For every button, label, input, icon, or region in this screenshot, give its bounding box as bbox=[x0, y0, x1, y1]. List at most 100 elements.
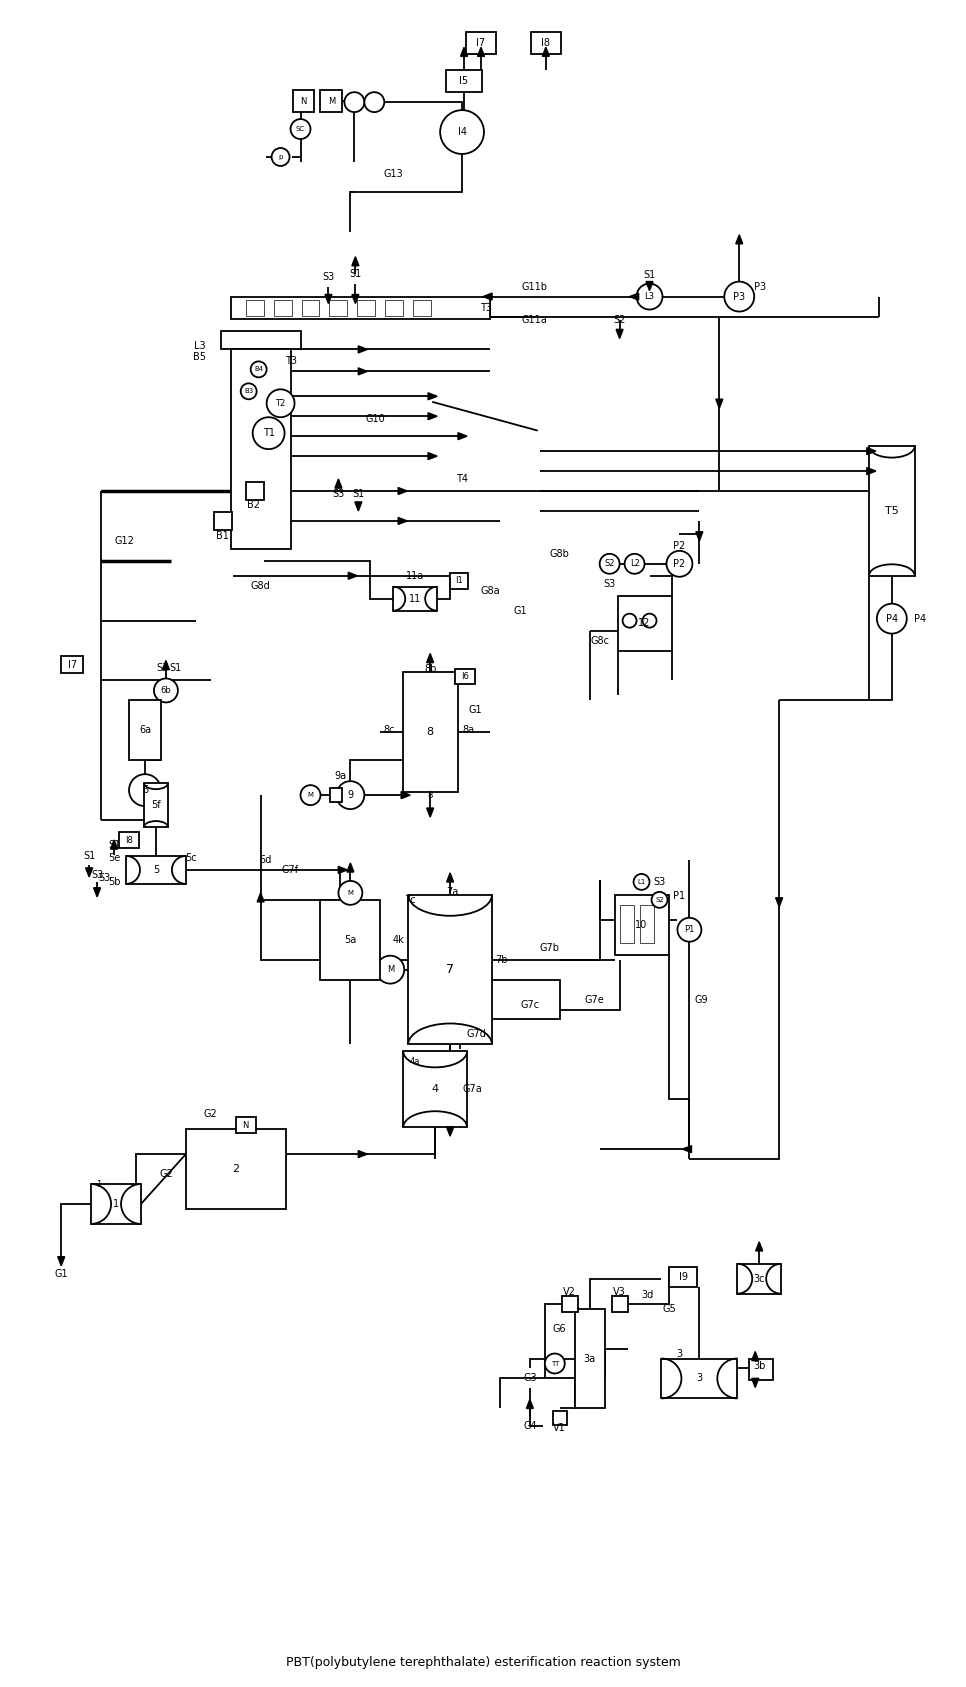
Polygon shape bbox=[446, 1127, 454, 1135]
Bar bbox=[393, 587, 438, 611]
Text: S1: S1 bbox=[83, 850, 96, 860]
Circle shape bbox=[637, 283, 663, 309]
Polygon shape bbox=[867, 467, 876, 474]
Text: T1: T1 bbox=[263, 428, 274, 439]
Polygon shape bbox=[427, 808, 434, 817]
Text: G7b: G7b bbox=[540, 943, 560, 953]
Text: G1: G1 bbox=[469, 705, 482, 715]
Bar bbox=[321, 899, 381, 980]
Bar bbox=[144, 783, 168, 827]
Polygon shape bbox=[446, 872, 454, 882]
Bar bbox=[126, 855, 185, 884]
Circle shape bbox=[677, 918, 701, 941]
Circle shape bbox=[291, 120, 310, 138]
Bar bbox=[329, 300, 348, 315]
Text: S2: S2 bbox=[605, 560, 615, 569]
Polygon shape bbox=[427, 653, 434, 663]
Text: S3: S3 bbox=[156, 663, 169, 673]
Polygon shape bbox=[398, 518, 408, 525]
Text: B2: B2 bbox=[247, 499, 260, 509]
Text: 5: 5 bbox=[153, 865, 159, 876]
Text: I7: I7 bbox=[476, 39, 486, 49]
Bar bbox=[450, 574, 469, 589]
Bar bbox=[357, 300, 376, 315]
Circle shape bbox=[545, 1353, 565, 1373]
Polygon shape bbox=[630, 294, 639, 300]
Polygon shape bbox=[335, 479, 342, 488]
Text: 5e: 5e bbox=[108, 854, 120, 864]
Polygon shape bbox=[162, 661, 169, 670]
Bar bbox=[330, 788, 342, 801]
Bar bbox=[750, 1358, 773, 1380]
Circle shape bbox=[300, 784, 321, 805]
Polygon shape bbox=[752, 1378, 758, 1387]
Polygon shape bbox=[86, 867, 93, 877]
Polygon shape bbox=[358, 368, 367, 375]
Text: L1: L1 bbox=[638, 879, 645, 886]
Circle shape bbox=[600, 553, 619, 574]
Polygon shape bbox=[461, 47, 468, 56]
Polygon shape bbox=[58, 1257, 65, 1265]
Text: G1: G1 bbox=[54, 1269, 68, 1279]
Bar bbox=[293, 89, 315, 111]
Text: I8: I8 bbox=[125, 835, 133, 845]
Text: 10: 10 bbox=[636, 919, 647, 930]
Text: G3: G3 bbox=[523, 1373, 537, 1383]
Bar bbox=[245, 300, 264, 315]
Polygon shape bbox=[347, 864, 354, 872]
Text: M: M bbox=[386, 965, 394, 973]
Polygon shape bbox=[553, 1412, 567, 1426]
Text: 8: 8 bbox=[428, 791, 433, 800]
Polygon shape bbox=[352, 295, 358, 304]
Text: G8b: G8b bbox=[550, 548, 570, 558]
Bar bbox=[245, 482, 264, 499]
Circle shape bbox=[651, 892, 668, 908]
Polygon shape bbox=[752, 1351, 758, 1361]
Bar bbox=[614, 894, 669, 955]
Polygon shape bbox=[110, 840, 118, 849]
Polygon shape bbox=[355, 503, 362, 511]
Text: 5d: 5d bbox=[260, 855, 271, 865]
Polygon shape bbox=[776, 897, 782, 908]
Text: G13: G13 bbox=[384, 169, 403, 179]
Text: G5: G5 bbox=[663, 1304, 676, 1314]
Text: 8: 8 bbox=[427, 727, 434, 737]
Text: 7a: 7a bbox=[446, 887, 458, 897]
Text: S1: S1 bbox=[108, 840, 120, 850]
Polygon shape bbox=[483, 294, 492, 300]
Text: M: M bbox=[307, 793, 314, 798]
Text: L3: L3 bbox=[194, 341, 206, 351]
Text: G10: G10 bbox=[365, 415, 385, 423]
Text: I7: I7 bbox=[68, 660, 76, 670]
Polygon shape bbox=[358, 1151, 367, 1157]
Text: I9: I9 bbox=[679, 1272, 688, 1282]
Text: 8b: 8b bbox=[424, 663, 437, 673]
Polygon shape bbox=[428, 452, 438, 459]
Text: P1: P1 bbox=[684, 924, 695, 935]
Circle shape bbox=[154, 678, 178, 702]
Polygon shape bbox=[352, 256, 358, 267]
Text: ~1: ~1 bbox=[90, 1179, 102, 1189]
Bar bbox=[619, 904, 634, 943]
Text: G8d: G8d bbox=[251, 580, 270, 590]
Text: P2: P2 bbox=[673, 558, 686, 569]
Polygon shape bbox=[755, 1242, 763, 1252]
Circle shape bbox=[440, 110, 484, 154]
Text: B4: B4 bbox=[254, 366, 263, 373]
Bar bbox=[301, 300, 320, 315]
Text: 4: 4 bbox=[432, 1085, 439, 1095]
Text: TT: TT bbox=[551, 1360, 559, 1366]
Text: P1: P1 bbox=[673, 891, 686, 901]
Circle shape bbox=[364, 93, 384, 111]
Text: S2: S2 bbox=[613, 314, 626, 324]
Bar bbox=[236, 1117, 256, 1134]
Text: G11b: G11b bbox=[522, 282, 548, 292]
Text: SC: SC bbox=[296, 127, 305, 132]
Circle shape bbox=[623, 614, 637, 628]
Text: 3: 3 bbox=[696, 1373, 702, 1383]
Bar bbox=[61, 656, 83, 673]
Text: 3c: 3c bbox=[753, 1274, 765, 1284]
Bar bbox=[466, 32, 496, 54]
Bar bbox=[617, 596, 672, 651]
Text: 8a: 8a bbox=[462, 725, 474, 736]
